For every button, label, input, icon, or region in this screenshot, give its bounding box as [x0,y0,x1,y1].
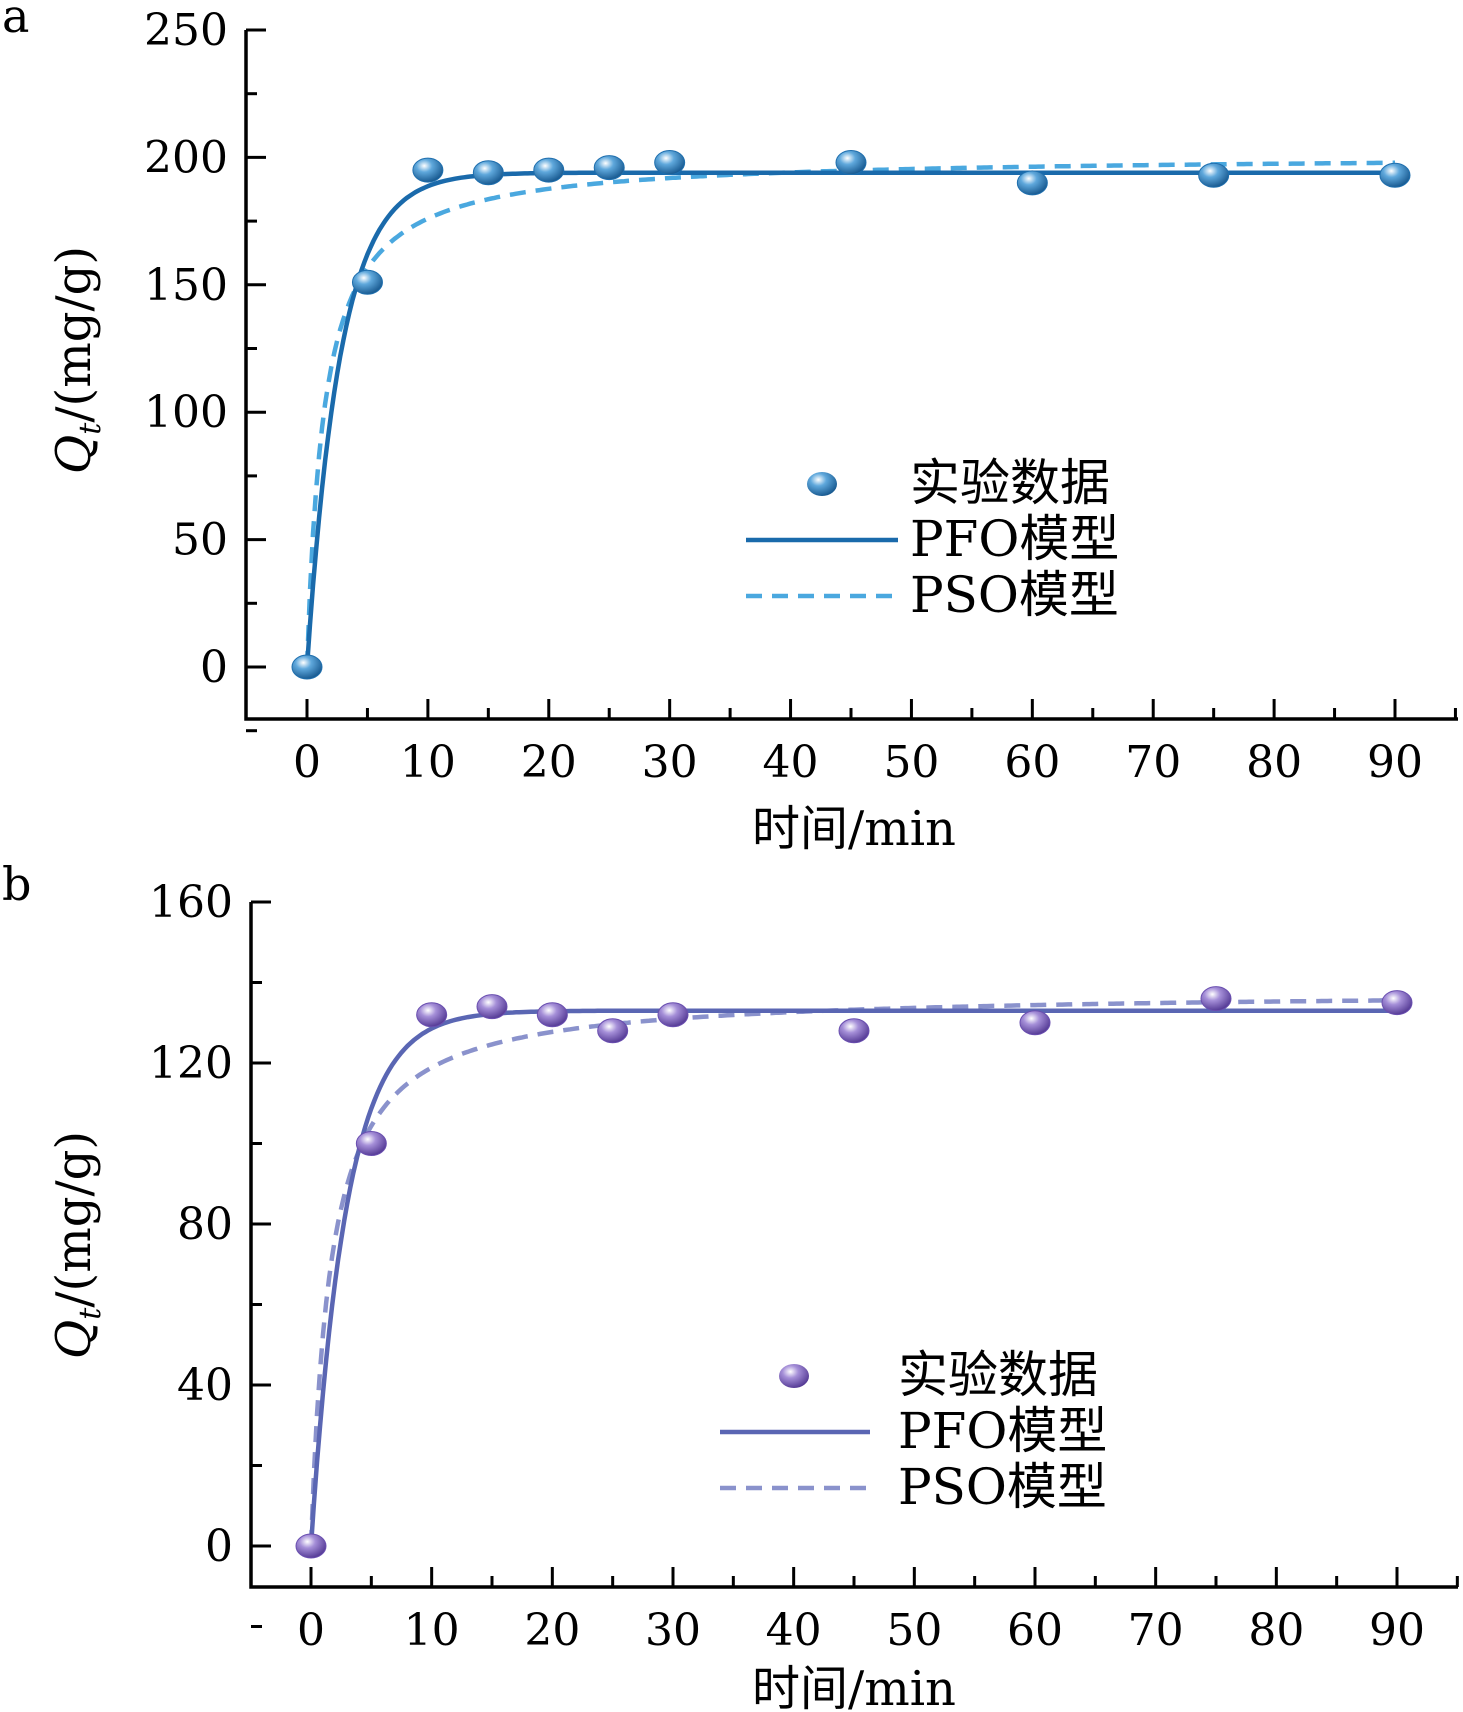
y-axis-ticks-a: 0 50 100 150 200 250 [144,5,266,733]
y-axis-subscript-a: t [73,422,108,435]
data-point [536,1002,568,1028]
x-axis-ticks-b: 0 10 20 30 40 50 60 70 80 90 [297,1567,1459,1656]
y-tick-label: 160 [149,877,233,928]
x-tick-label: 70 [1125,737,1181,788]
pso-fit-line [308,998,1397,1547]
y-axis-unit-b: /(mg/g) [46,1131,102,1308]
legend-b: 实验数据 PFO模型 PSO模型 [720,1346,1107,1516]
x-tick-label: 10 [404,1605,460,1656]
x-tick-label: 90 [1369,1605,1425,1656]
y-tick-label: 80 [177,1199,233,1250]
data-point [835,149,867,175]
data-point [1016,170,1048,196]
y-tick-label: 150 [144,260,228,311]
x-tick-label: 80 [1248,1605,1304,1656]
x-tick-label: 30 [645,1605,701,1656]
y-tick-label: 120 [149,1038,233,1089]
y-axis-symbol-b: Q [46,1320,102,1359]
x-tick-label: 70 [1128,1605,1184,1656]
x-tick-label: 40 [763,737,819,788]
chart-panel-a: a 0 50 100 150 200 250 0 10 20 30 40 50 60 70 80 90 时间… [2,0,1458,857]
axes-frame-a [244,30,1458,721]
y-tick-label: 0 [205,1521,233,1572]
legend-marker-points-a [807,472,837,496]
panel-label-a: a [2,0,29,43]
x-axis-title-a: 时间/min [752,801,956,857]
data-point [1198,162,1230,188]
y-axis-ticks-b: 0 40 80 120 160 [149,877,271,1628]
data-point [1379,162,1411,188]
data-point [351,269,383,295]
x-tick-label: 50 [883,737,939,788]
y-tick-label: 0 [200,642,228,693]
data-point [1200,986,1232,1012]
pso-fit-line [304,160,1395,668]
data-point [1019,1010,1051,1036]
data-point [472,160,504,186]
x-tick-label: 0 [297,1605,325,1656]
data-points-b [295,986,1413,1559]
x-axis-ticks-a: 0 10 20 30 40 50 60 70 80 90 [293,699,1457,788]
legend-label-pso-b: PSO模型 [898,1458,1107,1516]
x-tick-label: 0 [293,737,321,788]
x-tick-label: 50 [886,1605,942,1656]
panel-label-b: b [2,857,31,911]
legend-label-pfo-a: PFO模型 [910,510,1119,568]
legend-label-pfo-b: PFO模型 [898,1402,1107,1460]
y-tick-label: 50 [172,515,228,566]
y-axis-title-b: Qt/(mg/g) [46,1131,108,1359]
x-tick-label: 10 [400,737,456,788]
y-axis-subscript-b: t [73,1307,108,1320]
legend-label-pso-a: PSO模型 [910,566,1119,624]
x-tick-label: 20 [521,737,577,788]
x-tick-label: 80 [1246,737,1302,788]
y-axis-symbol-a: Q [46,435,102,474]
legend-label-points-b: 实验数据 [898,1346,1098,1404]
y-axis-unit-a: /(mg/g) [46,246,102,423]
data-point [476,994,508,1020]
fit-curves-a [304,160,1395,668]
data-points-a [291,149,1411,680]
data-point [412,157,444,183]
data-point [295,1533,327,1559]
data-point [416,1002,448,1028]
data-point [654,149,686,175]
data-point [1381,990,1413,1016]
pfo-fit-line [304,170,1395,668]
y-axis-title-a: Qt/(mg/g) [46,246,108,474]
pfo-fit-line [308,1008,1397,1547]
data-point [355,1131,387,1156]
fit-curves-b [308,998,1397,1547]
data-point [533,157,565,183]
chart-panel-b: b 0 40 80 120 160 0 10 20 30 40 50 60 70 80 90 时间/min… [2,857,1459,1712]
data-point [291,654,323,680]
x-tick-label: 20 [524,1605,580,1656]
legend-marker-points-b [779,1364,809,1388]
y-tick-label: 200 [144,132,228,183]
x-tick-label: 40 [766,1605,822,1656]
x-tick-label: 90 [1367,737,1423,788]
data-point [597,1018,629,1044]
y-tick-label: 250 [144,5,228,56]
data-point [657,1002,689,1028]
legend-a: 实验数据 PFO模型 PSO模型 [746,454,1119,624]
data-point [593,155,625,181]
y-tick-label: 100 [144,387,228,438]
axes-frame-b [249,902,1458,1589]
x-tick-label: 60 [1007,1605,1063,1656]
data-point [838,1018,870,1044]
x-tick-label: 60 [1004,737,1060,788]
y-tick-label: 40 [177,1360,233,1411]
x-tick-label: 30 [642,737,698,788]
legend-label-points-a: 实验数据 [910,454,1110,512]
x-axis-title-b: 时间/min [752,1661,956,1712]
